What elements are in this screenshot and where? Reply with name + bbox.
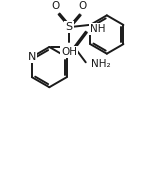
Text: OH: OH bbox=[61, 47, 77, 57]
Text: S: S bbox=[66, 22, 73, 32]
Text: O: O bbox=[78, 1, 87, 10]
Text: O: O bbox=[52, 1, 60, 10]
Text: NH₂: NH₂ bbox=[90, 59, 110, 69]
Text: N: N bbox=[28, 52, 36, 62]
Text: NH: NH bbox=[90, 24, 105, 34]
